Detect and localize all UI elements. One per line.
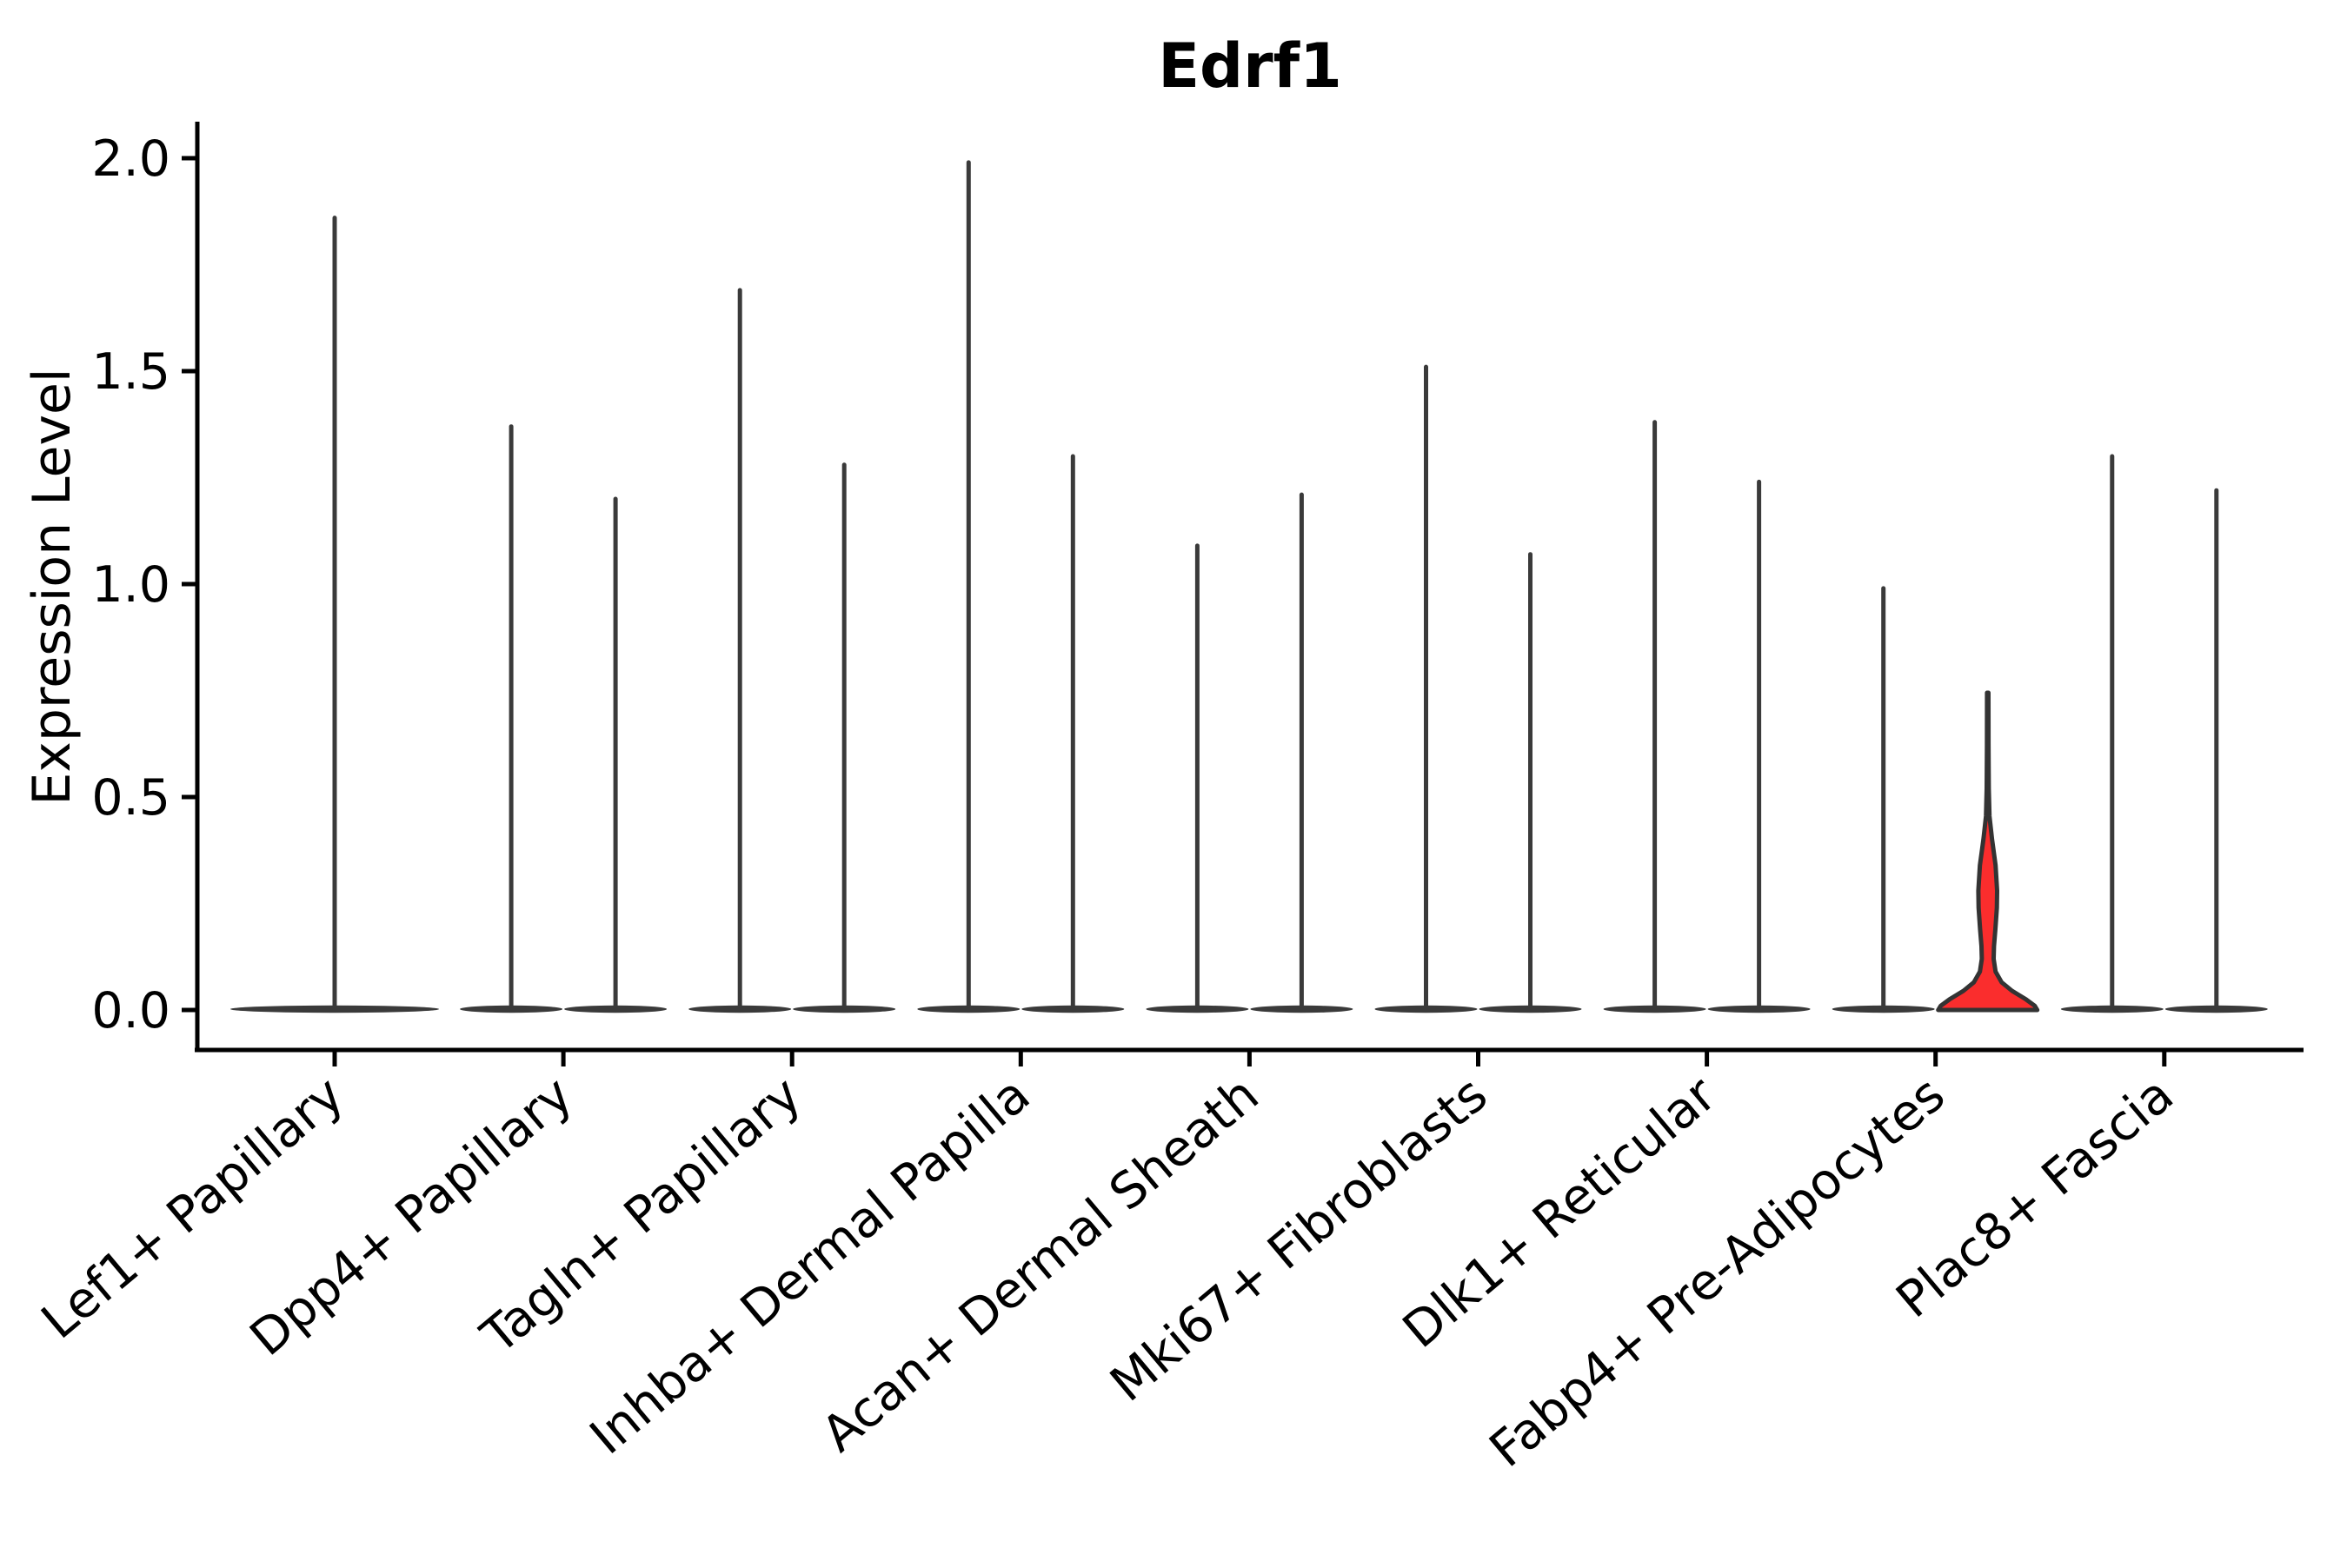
chart-title: Edrf1 [1158, 30, 1342, 102]
y-tick-label: 0.0 [91, 982, 170, 1040]
x-tick-label: Acan+ Dermal Sheath [811, 1066, 1269, 1463]
y-tick-label: 1.0 [91, 556, 170, 614]
y-axis-label: Expression Level [22, 368, 83, 805]
x-tick-label: Fabp4+ Pre-Adipocytes [1479, 1066, 1956, 1478]
y-tick-label: 1.5 [91, 343, 170, 401]
x-tick-label: Mki67+ Fibroblasts [1100, 1066, 1498, 1412]
y-tick-label: 0.5 [91, 769, 170, 827]
x-tick-label: Inhba+ Dermal Papilla [580, 1066, 1041, 1465]
y-tick-label: 2.0 [91, 130, 170, 188]
violins-group [230, 160, 2268, 1013]
highlighted-violin [1936, 690, 2040, 1013]
